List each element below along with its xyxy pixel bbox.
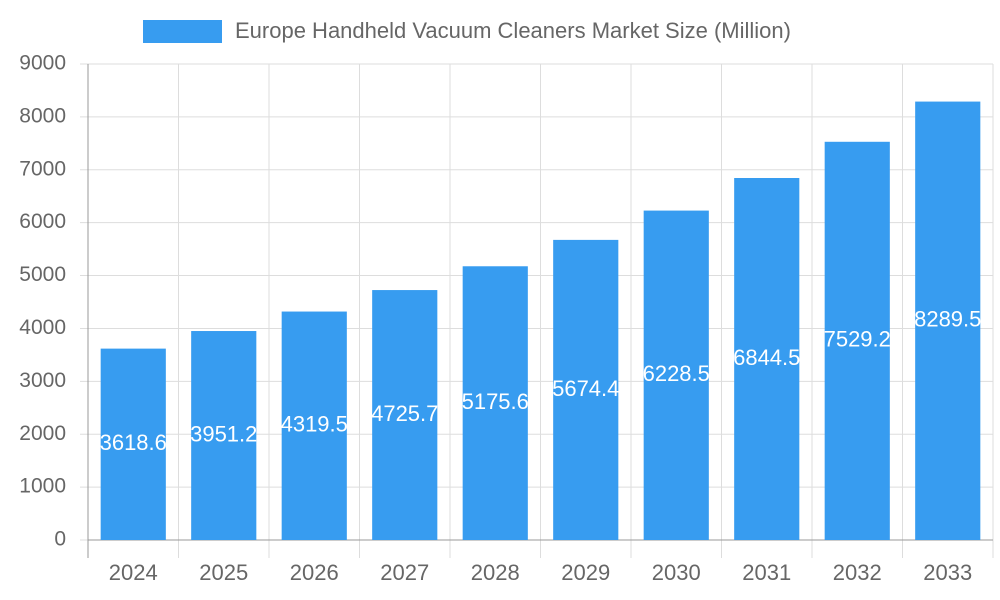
x-tick-label: 2025 [199, 560, 248, 585]
y-tick-label: 6000 [19, 210, 66, 233]
bar [553, 239, 619, 541]
x-tick-label: 2029 [561, 560, 610, 585]
legend-swatch [143, 20, 222, 43]
bar [191, 331, 257, 540]
x-tick-label: 2030 [652, 560, 701, 585]
y-tick-label: 3000 [19, 369, 66, 392]
x-tick-label: 2027 [380, 560, 429, 585]
x-tick-label: 2031 [742, 560, 791, 585]
y-tick-label: 7000 [19, 157, 66, 180]
y-tick-label: 5000 [19, 263, 66, 286]
data-label: 6228.5 [643, 361, 710, 386]
y-tick-label: 9000 [19, 52, 66, 75]
data-label: 8289.5 [914, 307, 981, 332]
bar [372, 290, 438, 540]
data-label: 3618.6 [100, 430, 167, 455]
x-tick-label: 2024 [109, 560, 158, 585]
y-tick-label: 4000 [19, 316, 66, 339]
bar [824, 141, 890, 540]
bar [915, 101, 981, 541]
data-label: 3951.2 [190, 421, 257, 446]
x-tick-label: 2032 [833, 560, 882, 585]
bar [100, 348, 166, 540]
bar [281, 311, 347, 540]
legend-label: Europe Handheld Vacuum Cleaners Market S… [235, 18, 791, 43]
y-tick-label: 0 [54, 528, 66, 551]
x-tick-label: 2026 [290, 560, 339, 585]
y-tick-label: 1000 [19, 475, 66, 498]
x-tick-label: 2028 [471, 560, 520, 585]
data-label: 4725.7 [371, 401, 438, 426]
y-tick-label: 2000 [19, 422, 66, 445]
data-label: 7529.2 [824, 327, 891, 352]
data-label: 6844.5 [733, 345, 800, 370]
data-label: 5175.6 [462, 389, 529, 414]
bar [734, 178, 800, 540]
bar [462, 266, 528, 540]
x-tick-label: 2033 [923, 560, 972, 585]
data-label: 4319.5 [281, 412, 348, 437]
data-label: 5674.4 [552, 376, 619, 401]
bar [643, 210, 709, 541]
y-tick-label: 8000 [19, 104, 66, 127]
